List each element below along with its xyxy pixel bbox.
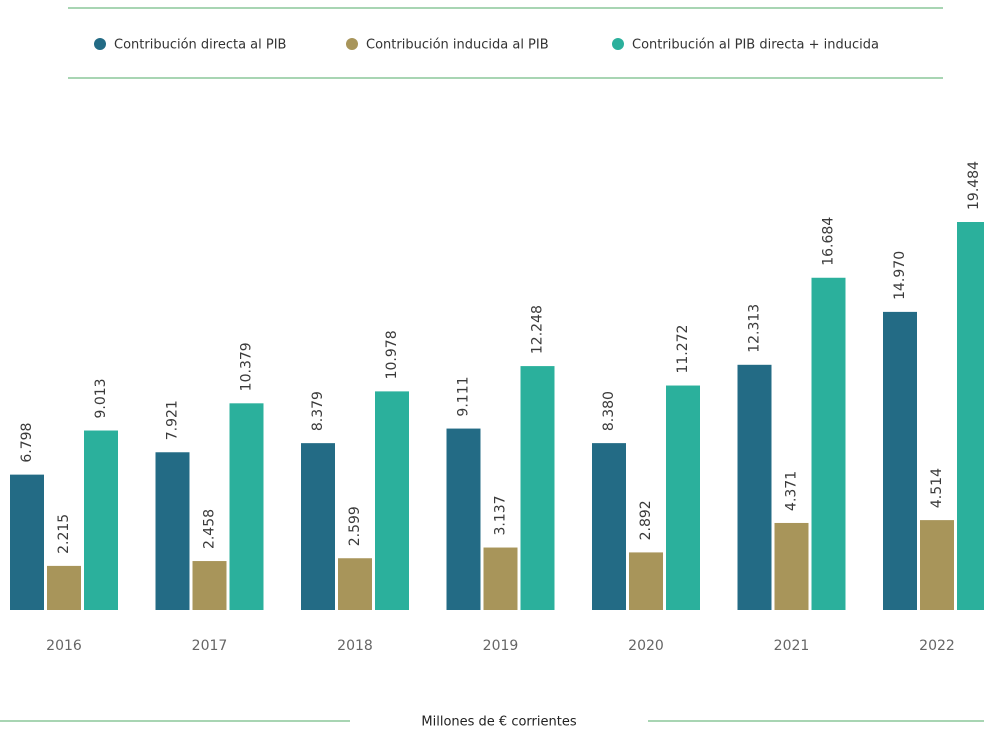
value-label: 10.978 [384,330,400,379]
bar [301,443,335,610]
value-label: 11.272 [675,325,691,374]
value-label: 8.380 [601,391,617,431]
bar [155,452,190,610]
value-label: 3.137 [493,495,509,535]
value-label: 19.484 [966,161,982,210]
bar [629,552,663,610]
bar [375,391,409,610]
value-label: 2.892 [638,500,654,540]
x-tick-label: 2018 [337,638,373,654]
value-label: 2.215 [56,514,72,554]
bar [592,443,626,610]
value-label: 7.921 [165,400,181,440]
legend-swatch [612,38,624,50]
legend-label: Contribución directa al PIB [114,38,286,53]
x-tick-label: 2020 [628,638,664,654]
bar [10,474,44,610]
value-label: 14.970 [892,251,908,300]
bar [666,385,700,610]
bar [338,558,372,610]
value-label: 6.798 [19,423,35,463]
value-label: 2.599 [347,506,363,546]
legend-label: Contribución al PIB directa + inducida [632,38,879,53]
value-label: 12.313 [747,304,763,353]
bar [84,430,118,610]
x-tick-label: 2019 [483,638,519,654]
bar [811,277,846,610]
bar [920,520,954,610]
legend-swatch [94,38,106,50]
legend-label: Contribución inducida al PIB [366,38,549,53]
bar [47,565,81,610]
value-label: 4.514 [929,468,945,508]
value-label: 10.379 [239,342,255,391]
x-tick-label: 2016 [46,638,82,654]
x-tick-label: 2022 [919,638,955,654]
bar [774,522,809,610]
x-axis-label: Millones de € corrientes [421,715,576,730]
value-label: 4.371 [784,471,800,511]
value-label: 2.458 [202,509,218,549]
bar [520,366,555,610]
value-label: 8.379 [310,391,326,431]
bar [192,561,227,610]
value-label: 9.111 [456,376,472,416]
bar [957,222,984,610]
bar [229,403,264,610]
bar [737,364,772,610]
value-label: 12.248 [530,305,546,354]
bar [483,547,518,610]
x-tick-label: 2017 [192,638,228,654]
value-label: 16.684 [821,217,837,266]
x-tick-label: 2021 [774,638,810,654]
value-label: 9.013 [93,378,109,418]
bar [883,311,917,610]
bar [446,428,481,610]
legend-swatch [346,38,358,50]
